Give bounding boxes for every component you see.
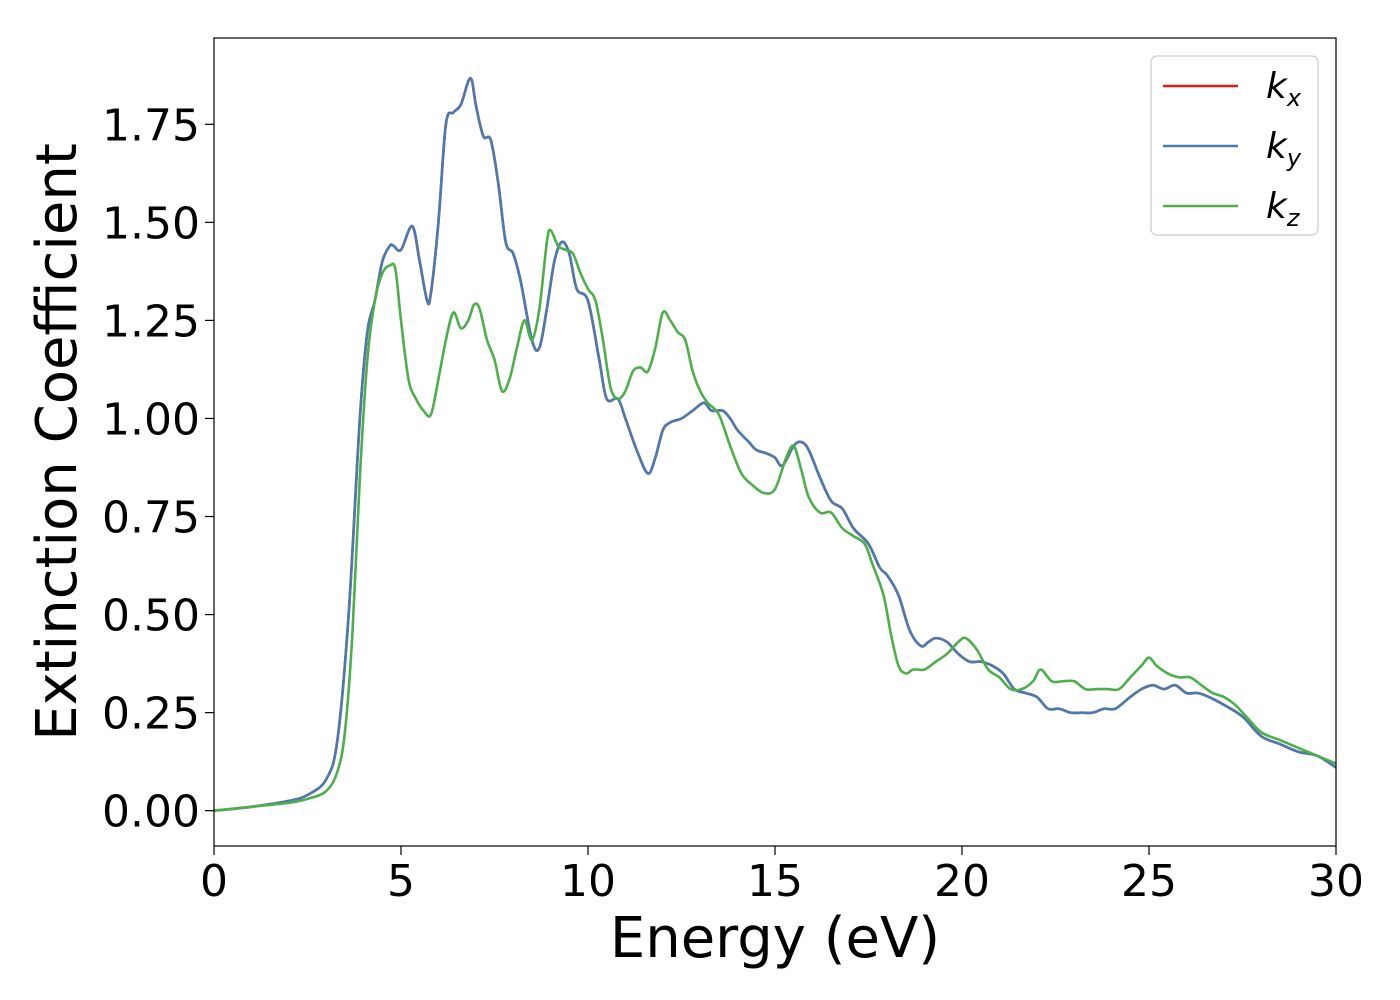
- legend: kx ky kz: [1150, 55, 1319, 236]
- x-tick-label: 25: [1121, 856, 1177, 907]
- y-axis-ticks: 0.00 0.25 0.50 0.75 1.00 1.25 1.50 1.75: [102, 100, 214, 838]
- x-axis-ticks: 0 5 10 15 20 25 30: [200, 846, 1364, 907]
- y-tick-label: 0.75: [102, 493, 200, 544]
- series-layer: [213, 76, 1337, 812]
- y-tick-label: 1.25: [102, 296, 200, 347]
- x-tick-label: 5: [387, 856, 415, 907]
- y-axis-label: Extinction Coefficient: [25, 143, 90, 741]
- series-line-y: [213, 76, 1337, 812]
- legend-label-y: ky: [1266, 126, 1302, 172]
- x-axis-label: Energy (eV): [610, 906, 940, 971]
- x-tick-label: 15: [747, 856, 803, 907]
- y-tick-label: 0.00: [102, 787, 200, 838]
- plot-background: [214, 38, 1336, 846]
- y-tick-label: 0.25: [102, 689, 200, 740]
- x-tick-label: 30: [1308, 856, 1364, 907]
- y-tick-label: 1.00: [102, 394, 200, 445]
- series-line-z: [213, 228, 1337, 812]
- x-tick-label: 10: [560, 856, 616, 907]
- legend-label-z: kz: [1266, 186, 1301, 232]
- y-tick-label: 0.50: [102, 591, 200, 642]
- y-tick-label: 1.50: [102, 198, 200, 249]
- y-tick-label: 1.75: [102, 100, 200, 151]
- x-tick-label: 0: [200, 856, 228, 907]
- x-tick-label: 20: [934, 856, 990, 907]
- legend-label-x: kx: [1266, 66, 1302, 112]
